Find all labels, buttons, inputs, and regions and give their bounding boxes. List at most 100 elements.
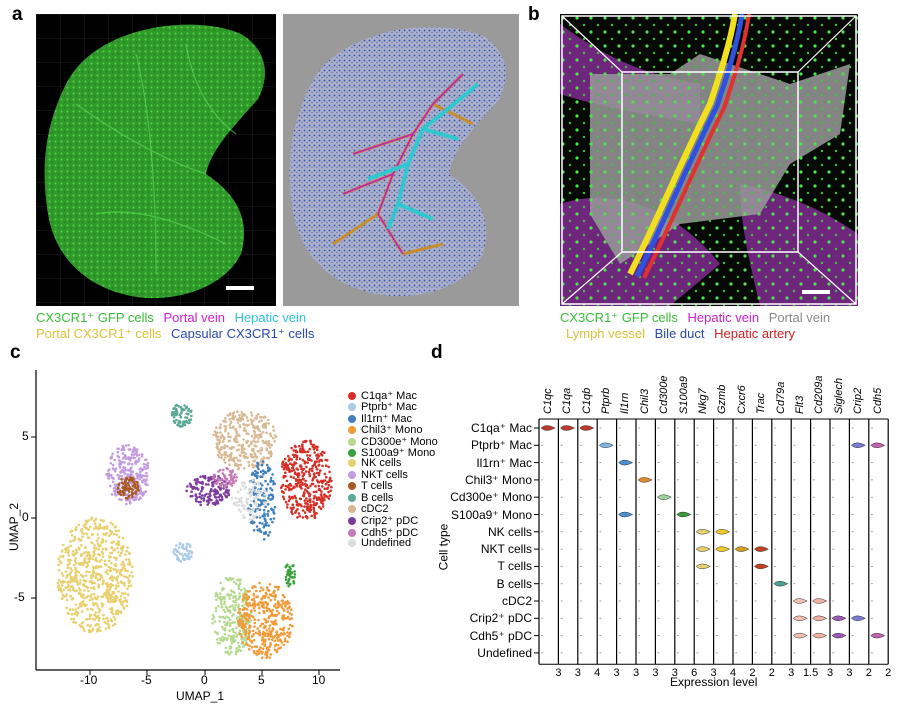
violin-shape: [579, 617, 583, 619]
umap-xtick: -5: [141, 673, 152, 687]
violin-shape: [773, 531, 777, 533]
violin-shape: [638, 427, 641, 429]
violin-shape: [560, 635, 563, 637]
legend-swatch: [348, 414, 356, 423]
violin-shape: [579, 496, 583, 498]
violin-shape: [754, 635, 757, 637]
violin-shape: [618, 565, 622, 567]
violin-shape: [754, 427, 757, 429]
violin-shape: [541, 635, 544, 637]
violin-shape: [579, 444, 583, 446]
violin-shape: [618, 511, 634, 518]
violin-shape: [812, 514, 816, 515]
violin-shape: [832, 583, 835, 585]
umap-ytick: 5: [22, 429, 29, 443]
legend-label: CD300e⁺ Mono: [361, 435, 438, 448]
violin-shape: [773, 514, 777, 515]
violin-shape: [793, 531, 796, 533]
max-expression-label: 3: [846, 667, 853, 680]
legend-swatch: [348, 459, 356, 468]
max-expression-label: 3: [652, 667, 659, 680]
violin-shape: [696, 427, 699, 429]
violin-shape: [618, 531, 622, 533]
violin-shape: [676, 583, 680, 585]
violin-shape: [870, 652, 874, 654]
violin-shape: [541, 565, 544, 567]
violin-shape: [599, 531, 602, 533]
violin-shape: [832, 531, 835, 533]
violin-shape: [696, 652, 699, 654]
violin-shape: [870, 496, 874, 498]
violin-shape: [618, 635, 622, 637]
violin-shape: [754, 600, 757, 602]
violin-shape: [773, 652, 777, 654]
umap-legend-item: T cells: [348, 480, 393, 492]
violin-shape: [715, 565, 719, 567]
umap-xtick: 5: [258, 673, 265, 687]
violin-shape: [793, 548, 796, 550]
violin-shape: [851, 600, 854, 602]
violin-shape: [870, 514, 874, 515]
umap-legend-item: CD300e⁺ Mono: [348, 435, 438, 448]
gene-label: Flt3: [793, 395, 806, 414]
panel-b-label: b: [528, 4, 540, 25]
violin-shape: [637, 477, 653, 483]
umap-xlabel: UMAP_1: [176, 689, 225, 703]
violin-shape: [735, 462, 738, 464]
violin-shape: [579, 425, 595, 431]
violin-shape: [696, 600, 699, 602]
violin-shape: [696, 462, 699, 464]
cell-type-label: NKT cells: [480, 542, 532, 557]
violin-shape: [793, 652, 796, 654]
max-expression-label: 3: [574, 667, 581, 680]
gene-label: S100a9: [677, 376, 690, 414]
violin-shape: [812, 427, 816, 429]
violin-shape: [851, 514, 854, 515]
cell-type-label: Cdh5⁺ pDC: [469, 628, 532, 643]
violin-shape: [638, 496, 641, 498]
violin-shape: [657, 652, 660, 654]
violin-shape: [638, 583, 641, 585]
violin-shape: [754, 479, 757, 481]
violin-shape: [773, 496, 777, 498]
violin-shape: [676, 427, 680, 429]
violin-shape: [541, 496, 544, 498]
violin-shape: [579, 565, 583, 567]
legend-label: Undefined: [361, 537, 412, 550]
violin-shape: [657, 548, 660, 550]
gene-label: Ptprb: [599, 387, 612, 414]
panel-d-label: d: [431, 342, 443, 363]
violin-shape: [599, 565, 602, 567]
violin-shape: [792, 615, 808, 622]
violin-shape: [792, 632, 808, 639]
gene-label: Crip2: [852, 387, 865, 414]
violin-shape: [715, 652, 719, 654]
legend-portal-vein: Portal vein: [163, 310, 225, 325]
umap-cluster-t-cells: [116, 476, 140, 500]
max-expression-label: 3: [613, 667, 620, 680]
umap-cluster-undefined: [230, 479, 268, 521]
violin-shape: [657, 531, 660, 533]
violin-shape: [812, 565, 816, 567]
violin-shape: [715, 514, 719, 515]
violin-shape: [541, 531, 544, 533]
violin-shape: [541, 548, 544, 550]
violin-shape: [812, 598, 828, 604]
violin-shape: [832, 444, 835, 446]
violin-shape: [579, 462, 583, 464]
violin-shape: [657, 600, 660, 602]
violin-shape: [851, 583, 854, 585]
violin-shape: [599, 583, 602, 585]
umap-xtick: 10: [312, 673, 326, 687]
violin-shape: [560, 479, 563, 481]
violin-shape: [812, 531, 816, 533]
violin-shape: [638, 652, 641, 654]
violin-shape: [793, 583, 796, 585]
violin-shape: [695, 563, 711, 570]
violin-shape: [676, 444, 680, 446]
violin-shape: [638, 635, 641, 637]
violin-shape: [793, 496, 796, 498]
violin-shape: [812, 583, 816, 585]
violin-shape: [773, 427, 777, 429]
violin-shape: [560, 514, 563, 515]
